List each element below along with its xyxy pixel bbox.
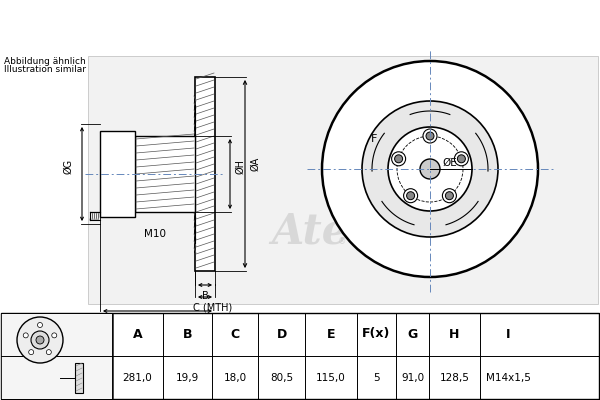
Circle shape bbox=[392, 152, 406, 166]
Text: G: G bbox=[407, 328, 418, 340]
Bar bbox=[88, 56, 598, 304]
Text: C (MTH): C (MTH) bbox=[193, 303, 233, 313]
Text: ØA: ØA bbox=[250, 157, 260, 171]
Text: F: F bbox=[370, 134, 377, 144]
Circle shape bbox=[362, 101, 498, 237]
Text: ØH: ØH bbox=[235, 158, 245, 174]
Bar bbox=[195, 77, 215, 271]
Bar bbox=[135, 136, 195, 212]
Circle shape bbox=[388, 127, 472, 211]
Circle shape bbox=[52, 333, 57, 338]
Bar bbox=[100, 131, 135, 217]
Text: ØG: ØG bbox=[63, 158, 73, 174]
Circle shape bbox=[445, 192, 454, 200]
Bar bbox=[1, 313, 113, 399]
Text: Illustration similar: Illustration similar bbox=[4, 65, 86, 74]
Text: ØE: ØE bbox=[442, 158, 457, 168]
Circle shape bbox=[420, 159, 440, 179]
Circle shape bbox=[23, 333, 28, 338]
Text: A: A bbox=[133, 328, 142, 340]
Text: H: H bbox=[449, 328, 460, 340]
Circle shape bbox=[407, 192, 415, 200]
Circle shape bbox=[17, 317, 63, 363]
Text: 115,0: 115,0 bbox=[316, 373, 346, 383]
Text: B: B bbox=[183, 328, 192, 340]
Circle shape bbox=[423, 129, 437, 143]
Text: 281,0: 281,0 bbox=[122, 373, 152, 383]
Circle shape bbox=[426, 132, 434, 140]
Text: D: D bbox=[277, 328, 287, 340]
Text: 24.0120-0114.2    420114: 24.0120-0114.2 420114 bbox=[150, 15, 450, 35]
Text: Ate: Ate bbox=[271, 211, 349, 253]
Polygon shape bbox=[195, 95, 200, 136]
Text: M14x1,5: M14x1,5 bbox=[486, 373, 531, 383]
Text: I: I bbox=[506, 328, 511, 340]
Circle shape bbox=[442, 189, 457, 203]
Circle shape bbox=[46, 350, 52, 355]
Circle shape bbox=[322, 61, 538, 277]
Text: ®: ® bbox=[338, 238, 346, 246]
Text: 128,5: 128,5 bbox=[440, 373, 469, 383]
Text: 5: 5 bbox=[373, 373, 380, 383]
Circle shape bbox=[454, 152, 469, 166]
Text: 80,5: 80,5 bbox=[270, 373, 293, 383]
Circle shape bbox=[37, 322, 43, 328]
Text: 19,9: 19,9 bbox=[176, 373, 199, 383]
Circle shape bbox=[29, 350, 34, 355]
Text: C: C bbox=[230, 328, 239, 340]
Text: M10: M10 bbox=[144, 229, 166, 239]
Text: 18,0: 18,0 bbox=[223, 373, 247, 383]
Bar bbox=[75, 363, 83, 393]
Polygon shape bbox=[195, 212, 200, 253]
Text: F(x): F(x) bbox=[362, 328, 391, 340]
Text: Abbildung ähnlich: Abbildung ähnlich bbox=[4, 57, 86, 66]
Circle shape bbox=[457, 155, 466, 163]
Text: E: E bbox=[327, 328, 335, 340]
Text: D: D bbox=[154, 317, 161, 327]
Circle shape bbox=[404, 189, 418, 203]
Circle shape bbox=[31, 331, 49, 349]
Circle shape bbox=[36, 336, 44, 344]
Text: B: B bbox=[202, 291, 208, 301]
Text: 91,0: 91,0 bbox=[401, 373, 424, 383]
Circle shape bbox=[395, 155, 403, 163]
